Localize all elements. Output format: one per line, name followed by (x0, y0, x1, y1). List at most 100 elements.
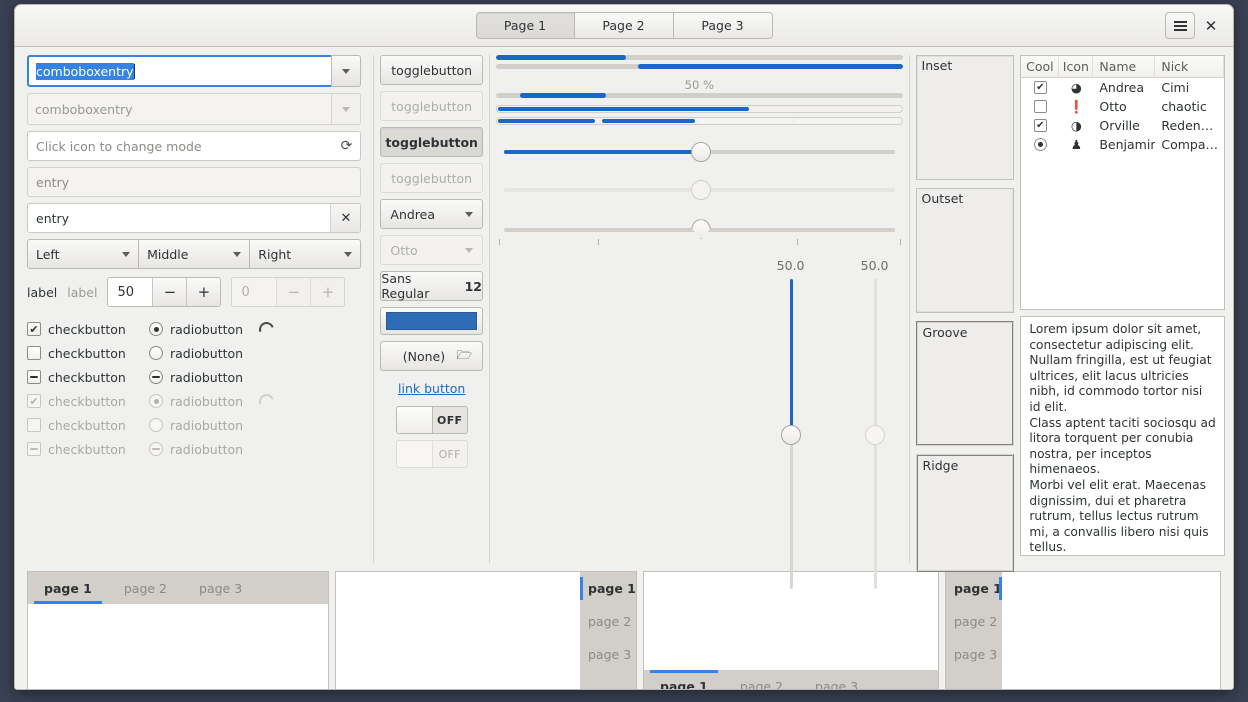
notebook3-tab-page-1[interactable]: page 1 (644, 670, 724, 689)
hscale-handle[interactable] (691, 142, 712, 162)
link-button[interactable]: link button (398, 381, 466, 396)
switch-knob (396, 441, 433, 467)
checkbutton-label: checkbutton (48, 345, 126, 361)
spinbutton[interactable]: 50 − + (107, 277, 222, 307)
hamburger-icon (1173, 19, 1187, 33)
switch-enabled[interactable]: OFF (395, 406, 468, 434)
vscale-handle[interactable] (780, 424, 801, 445)
color-button[interactable] (380, 307, 483, 335)
row-icon-cell: ♟ (1070, 137, 1082, 152)
textview-paragraph: Class aptent taciti sociosqu ad litora t… (1029, 415, 1216, 477)
row-cool-cell[interactable] (1021, 138, 1059, 151)
vertical-widgets-row: 50.0 50.0 (496, 258, 903, 608)
textview-paragraph: Morbi vel elit erat. Maecenas dignissim,… (1029, 477, 1209, 555)
notebook1-tab-page-1[interactable]: page 1 (28, 572, 108, 604)
combo-left[interactable]: Left (27, 239, 140, 269)
notebook2-tab-page-2[interactable]: page 2 (588, 614, 632, 629)
check-radio-row: ✔ checkbutton radiobutton (27, 389, 361, 413)
row-cool-cell[interactable]: ✔ (1021, 119, 1059, 132)
stack-tab-page-2[interactable]: Page 2 (574, 12, 674, 39)
combo-middle[interactable]: Middle (139, 239, 251, 269)
combobox-andrea[interactable]: Andrea (380, 199, 483, 229)
entry-disabled: entry (27, 167, 362, 197)
checkbox-icon[interactable] (1033, 100, 1047, 113)
hscale-handle[interactable] (691, 219, 712, 239)
document-open-icon: 🗁 (456, 346, 472, 362)
treeview-header: Cool Icon Name Nick (1021, 56, 1225, 78)
column-header-nick[interactable]: Nick (1155, 56, 1225, 77)
notebook4-tab-page-2[interactable]: page 2 (954, 614, 998, 629)
radio-icon (149, 346, 163, 360)
row-cool-cell[interactable]: ✔ (1021, 81, 1059, 94)
entry-with-icon[interactable]: Click icon to change mode ⟳ (27, 131, 362, 161)
entry-clear-value[interactable]: entry (36, 210, 70, 226)
combo-right[interactable]: Right (250, 239, 362, 269)
progressbar-4-fill (497, 107, 749, 111)
window-content: comboboxentry comboboxentry Click icon t… (15, 47, 1233, 690)
radio-icon (149, 418, 163, 432)
progressbar-5-row (495, 117, 903, 131)
hscale-active[interactable] (496, 139, 903, 165)
check-radio-row: checkbutton radiobutton (27, 413, 361, 437)
spinbutton-value[interactable]: 50 (108, 278, 153, 306)
close-button[interactable]: ✕ (1204, 16, 1218, 35)
notebook3-tab-page-3[interactable]: page 3 (815, 678, 859, 690)
treeview[interactable]: Cool Icon Name Nick ✔ ◕ Andrea Cimi ❗ (1020, 55, 1226, 310)
togglebutton-pressed[interactable]: togglebutton (380, 127, 483, 157)
comboboxentry-arrow[interactable] (331, 55, 362, 87)
row-cool-cell[interactable] (1021, 100, 1059, 113)
column-header-name[interactable]: Name (1093, 56, 1156, 77)
checkbutton-checked[interactable]: ✔ checkbutton (27, 322, 149, 337)
entry-icon-placeholder[interactable]: Click icon to change mode (36, 138, 202, 154)
checkbutton-mixed[interactable]: checkbutton (27, 370, 149, 385)
combobox-otto-disabled: Otto (380, 235, 483, 265)
stack-tab-page-1[interactable]: Page 1 (475, 12, 575, 39)
entry-clear-row: entry ✕ (27, 203, 362, 233)
radiobutton-checked[interactable]: radiobutton (149, 322, 259, 337)
menu-button[interactable] (1165, 12, 1195, 39)
notebook-left-tabs: page 1 page 2 page 3 (945, 571, 1221, 689)
chevron-down-icon (342, 68, 351, 74)
entry-with-clear[interactable]: entry ✕ (27, 203, 362, 233)
notebook1-tab-page-3[interactable]: page 3 (199, 580, 243, 596)
textview[interactable]: Lorem ipsum dolor sit amet, consectetur … (1020, 316, 1226, 556)
file-chooser-button[interactable]: (None) 🗁 (380, 341, 483, 371)
checkbox-icon[interactable]: ✔ (1033, 81, 1047, 94)
refresh-icon[interactable]: ⟳ (340, 138, 353, 154)
checkbox-icon[interactable]: ✔ (1033, 119, 1047, 132)
vscale-left-label: 50.0 (776, 258, 805, 273)
column-header-cool[interactable]: Cool (1021, 56, 1060, 77)
stack-tab-page-3[interactable]: Page 3 (673, 12, 773, 39)
vscale-left[interactable] (780, 279, 802, 589)
table-row[interactable]: ♟ Benjamin Compa… (1021, 135, 1224, 154)
notebook4-tab-page-1[interactable]: page 1 (946, 572, 1002, 605)
radio-icon[interactable] (1033, 138, 1047, 151)
notebook1-tab-page-2[interactable]: page 2 (123, 580, 168, 596)
table-row[interactable]: ❗ Otto chaotic (1021, 97, 1224, 116)
spinbutton-minus[interactable]: − (152, 278, 187, 306)
color-swatch (386, 312, 477, 330)
notebook2-tab-page-1[interactable]: page 1 (580, 572, 636, 605)
checkbutton-unchecked[interactable]: checkbutton (27, 346, 149, 361)
comboboxentry-text[interactable]: comboboxentry (27, 55, 332, 87)
radiobutton-unchecked[interactable]: radiobutton (149, 346, 259, 361)
check-radio-row: checkbutton radiobutton (27, 437, 361, 461)
notebook2-tab-page-3[interactable]: page 3 (588, 647, 632, 662)
table-row[interactable]: ✔ ◕ Andrea Cimi (1021, 78, 1224, 97)
notebook-tabs: page 1 page 2 page 3 (946, 572, 1002, 689)
radiobutton-unchecked-disabled: radiobutton (149, 418, 259, 433)
radiobutton-mixed[interactable]: radiobutton (149, 370, 259, 385)
radiobutton-checked-disabled: radiobutton (149, 394, 259, 409)
font-button[interactable]: Sans Regular 12 (380, 271, 483, 301)
switch-knob[interactable] (396, 407, 433, 433)
notebook-tabs: page 1 page 2 page 3 (580, 572, 636, 689)
column-header-icon[interactable]: Icon (1059, 56, 1094, 77)
togglebutton-normal[interactable]: togglebutton (380, 55, 483, 85)
notebook4-tab-page-3[interactable]: page 3 (954, 647, 998, 662)
comboboxentry-active[interactable]: comboboxentry (27, 55, 362, 87)
spinbutton-plus[interactable]: + (186, 278, 221, 306)
hscale-with-marks[interactable] (496, 217, 903, 239)
notebook3-tab-page-2[interactable]: page 2 (739, 678, 784, 690)
clear-icon[interactable]: ✕ (330, 204, 361, 232)
table-row[interactable]: ✔ ◑ Orville Reden… (1021, 116, 1224, 135)
